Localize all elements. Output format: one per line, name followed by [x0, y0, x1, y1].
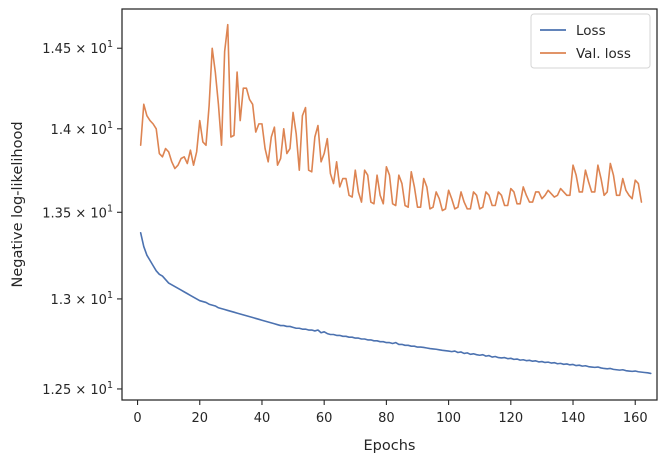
x-axis-label: Epochs [364, 438, 416, 454]
y-tick-base: 10 [90, 383, 107, 398]
y-tick-base: 10 [90, 206, 107, 221]
x-tick-label: 20 [191, 411, 208, 426]
y-tick-exponent: 1 [107, 203, 113, 214]
y-tick-times: × [71, 383, 90, 398]
x-tick-label: 40 [254, 411, 271, 426]
series-line-loss [139, 231, 652, 375]
x-axis: 0 20 40 60 80 100 120 140 160 [133, 400, 648, 426]
y-tick-base: 10 [90, 123, 107, 138]
legend: Loss Val. loss [530, 13, 651, 69]
x-tick-label: 80 [378, 411, 395, 426]
x-tick-label: 160 [623, 411, 648, 426]
y-tick-base: 10 [90, 42, 107, 57]
x-tick-label: 0 [133, 411, 141, 426]
y-tick-exponent: 1 [107, 290, 113, 301]
y-tick-mantissa: 1.25 [42, 383, 71, 398]
x-tick-label: 140 [561, 411, 586, 426]
y-tick-label: 1.3 × 101 [51, 290, 113, 308]
y-tick-mantissa: 1.35 [42, 206, 71, 221]
y-tick-exponent: 1 [107, 380, 113, 391]
y-tick-label: 1.45 × 101 [42, 39, 113, 57]
series-layer [139, 23, 652, 375]
legend-box [530, 13, 651, 69]
x-tick-label: 100 [436, 411, 461, 426]
plot-frame [121, 8, 658, 401]
y-tick-mantissa: 1.3 [51, 293, 72, 308]
y-tick-mantissa: 1.45 [42, 42, 71, 57]
y-tick-label: 1.25 × 101 [42, 380, 113, 398]
y-tick-mantissa: 1.4 [51, 123, 72, 138]
x-tick-label: 120 [498, 411, 523, 426]
y-tick-label: 1.35 × 101 [42, 203, 113, 221]
y-tick-label: 1.4 × 101 [51, 120, 113, 138]
y-tick-base: 10 [90, 293, 107, 308]
legend-label: Loss [576, 23, 606, 39]
y-tick-times: × [71, 123, 90, 138]
y-tick-exponent: 1 [107, 39, 113, 50]
y-tick-times: × [71, 206, 90, 221]
series-line-val-loss [139, 23, 643, 212]
y-tick-times: × [71, 42, 90, 57]
x-tick-label: 60 [316, 411, 333, 426]
legend-label: Val. loss [576, 46, 631, 62]
y-tick-exponent: 1 [107, 120, 113, 131]
y-tick-times: × [71, 293, 90, 308]
y-axis-label: Negative log-likelihood [10, 121, 26, 287]
